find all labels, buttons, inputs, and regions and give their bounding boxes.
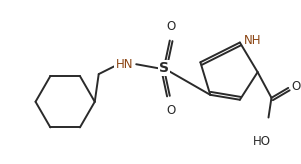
Text: O: O [166,104,175,117]
Text: O: O [166,20,175,33]
Text: S: S [159,61,169,75]
Text: HN: HN [116,58,133,71]
Text: O: O [291,80,300,93]
Text: HO: HO [253,135,271,148]
Text: NH: NH [244,34,261,47]
